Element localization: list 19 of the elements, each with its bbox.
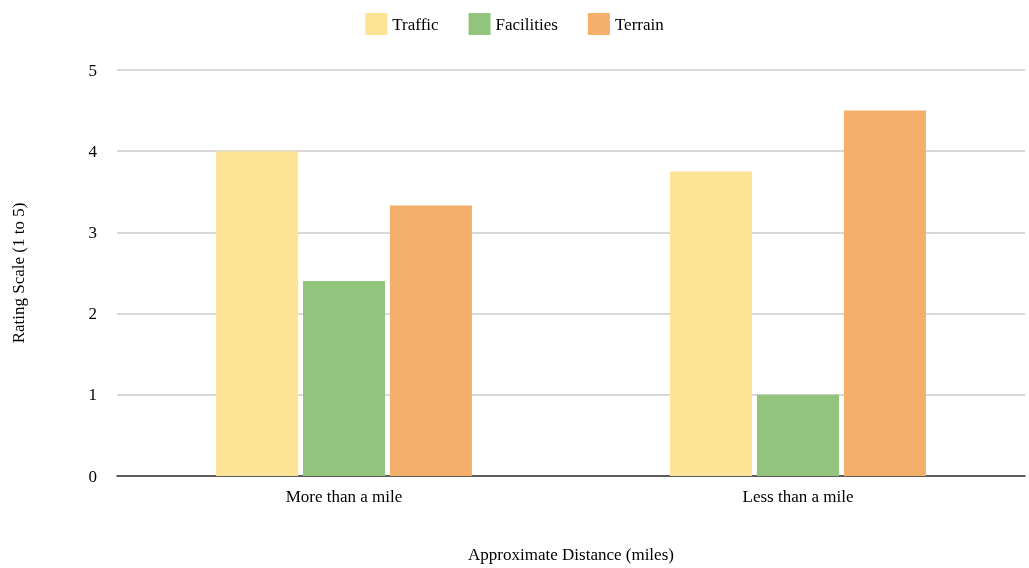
y-tick-label: 1: [88, 385, 97, 405]
bar: [757, 394, 839, 476]
y-tick-label: 5: [88, 60, 97, 80]
bar: [670, 171, 753, 476]
y-tick-label: 0: [88, 466, 97, 486]
x-axis-title: Approximate Distance (miles): [468, 545, 674, 564]
bar: [389, 205, 472, 476]
y-tick-label: 3: [88, 222, 97, 242]
legend-label: Terrain: [614, 14, 665, 34]
x-tick-label: Less than a mile: [742, 487, 854, 506]
legend-label: Traffic: [392, 14, 440, 34]
y-tick-label: 4: [88, 141, 98, 161]
y-axis-title: Rating Scale (1 to 5): [9, 202, 28, 344]
x-tick-label: More than a mile: [285, 487, 403, 506]
legend-label: Facilities: [495, 14, 558, 34]
bar: [303, 281, 385, 476]
bar: [216, 151, 299, 476]
bar: [843, 110, 926, 476]
y-tick-label: 2: [88, 304, 97, 324]
